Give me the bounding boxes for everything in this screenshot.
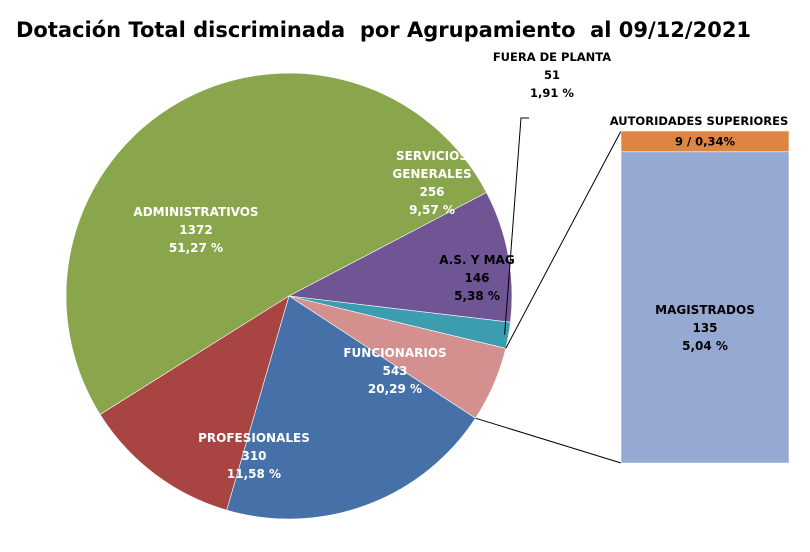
bar-segment-magistrados — [620, 151, 790, 464]
label-percent-a-s-y-mag: 5,38 % — [454, 289, 500, 303]
label-value-autoridades-superiores: 9 / 0,34% — [675, 134, 736, 148]
label-percent-administrativos: 51,27 % — [169, 241, 223, 255]
label-name-magistrados: MAGISTRADOS — [655, 303, 755, 317]
chart-title: Dotación Total discriminada por Agrupami… — [16, 18, 752, 42]
pie-slice-administrativos — [65, 72, 487, 415]
label-percent-magistrados: 5,04 % — [682, 339, 728, 353]
leader-line-fuera-de-planta — [504, 117, 529, 335]
label-value-administrativos: 1372 — [179, 223, 212, 237]
label-value-profesionales: 310 — [241, 449, 266, 463]
label-value-funcionarios: 543 — [382, 364, 407, 378]
pie-slice-profesionales — [99, 295, 290, 511]
slice-label-servicios-generales: SERVICIOS GENERALES 256 9,57 % — [392, 149, 471, 217]
slice-label-administrativos: ADMINISTRATIVOS 1372 51,27 % — [133, 205, 258, 255]
label-name-funcionarios: FUNCIONARIOS — [343, 346, 446, 360]
slice-label-a-s-y-mag: A.S. Y MAG 146 5,38 % — [439, 253, 514, 303]
slice-label-fuera-de-planta: FUERA DE PLANTA 51 1,91 % — [493, 50, 611, 100]
label-percent-funcionarios: 20,29 % — [368, 382, 422, 396]
label-name-profesionales: PROFESIONALES — [198, 431, 310, 445]
label-value-a-s-y-mag: 146 — [464, 271, 489, 285]
connector-line-bottom — [475, 417, 622, 464]
label-name-servicios-generales: SERVICIOS — [396, 149, 468, 163]
pie-slice-funcionarios — [226, 295, 476, 520]
label-name-administrativos: ADMINISTRATIVOS — [133, 205, 258, 219]
label-name-servicios-generales: GENERALES — [392, 167, 471, 181]
label-percent-profesionales: 11,58 % — [227, 467, 281, 481]
label-name-autoridades-superiores: AUTORIDADES SUPERIORES — [610, 114, 789, 128]
label-value-magistrados: 135 — [692, 321, 717, 335]
connector-line-top — [505, 130, 622, 349]
label-value-servicios-generales: 256 — [419, 185, 444, 199]
slice-label-profesionales: PROFESIONALES 310 11,58 % — [198, 431, 310, 481]
pie-slice-servicios-generales — [288, 192, 513, 323]
label-percent-servicios-generales: 9,57 % — [409, 203, 455, 217]
label-value-fuera-de-planta: 51 — [544, 68, 560, 82]
label-name-a-s-y-mag: A.S. Y MAG — [439, 253, 514, 267]
label-percent-fuera-de-planta: 1,91 % — [530, 86, 574, 100]
slice-label-funcionarios: FUNCIONARIOS 543 20,29 % — [343, 346, 446, 396]
label-name-fuera-de-planta: FUERA DE PLANTA — [493, 50, 611, 64]
